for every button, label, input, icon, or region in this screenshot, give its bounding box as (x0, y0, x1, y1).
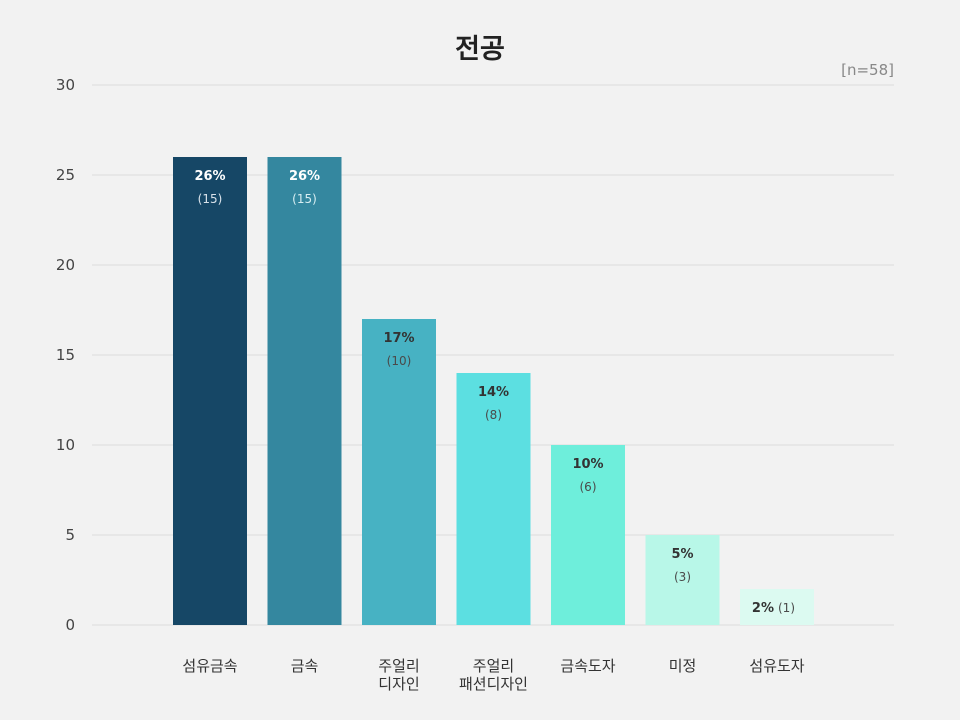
bar-percent-label: 5% (671, 547, 693, 562)
bar-percent-label: 26% (194, 169, 225, 184)
bar (456, 373, 531, 625)
bar-count-label: (10) (387, 354, 412, 368)
x-category-label: 섬유금속 (182, 657, 237, 675)
bar-count-label: (1) (778, 601, 795, 615)
bars: 26% (15) 26% (15) 17% (10) 14% (8) 10% (6) 5% (3) 2%… (173, 157, 814, 625)
y-tick-label: 10 (56, 436, 75, 454)
x-category-label: 미정 (669, 657, 697, 675)
y-tick-label: 5 (65, 526, 75, 544)
y-axis-ticks: 0 5 10 15 20 25 30 (56, 76, 75, 634)
y-tick-label: 30 (56, 76, 75, 94)
bar-count-label: (15) (292, 192, 317, 206)
bar-count-label: (3) (674, 570, 691, 584)
y-tick-label: 0 (65, 616, 75, 634)
chart-title: 전공 (455, 34, 505, 65)
x-category-label: 주얼리 (473, 657, 514, 675)
y-tick-label: 15 (56, 346, 75, 364)
bar (740, 589, 814, 625)
bar-percent-label: 10% (572, 457, 603, 472)
x-category-label: 금속도자 (560, 657, 615, 675)
x-category-label: 섬유도자 (749, 657, 804, 675)
x-category-label: 금속 (291, 657, 319, 675)
bar-percent-label: 14% (478, 385, 509, 400)
bar (362, 319, 436, 625)
bar (267, 157, 342, 625)
x-category-label: 주얼리 (378, 657, 419, 675)
bar-percent-label: 26% (289, 169, 320, 184)
bar-percent-label: 2% (752, 601, 774, 616)
bar (173, 157, 247, 625)
bar-count-label: (8) (485, 408, 502, 422)
bar (551, 445, 625, 625)
sample-size-note: [n=58] (841, 61, 894, 79)
y-tick-label: 20 (56, 256, 75, 274)
y-tick-label: 25 (56, 166, 75, 184)
bar-count-label: (15) (198, 192, 223, 206)
bar-count-label: (6) (580, 480, 597, 494)
x-category-label: 디자인 (378, 675, 419, 693)
x-category-label: 패션디자인 (459, 675, 528, 693)
bar-percent-label: 17% (383, 331, 414, 346)
bar (645, 535, 720, 625)
